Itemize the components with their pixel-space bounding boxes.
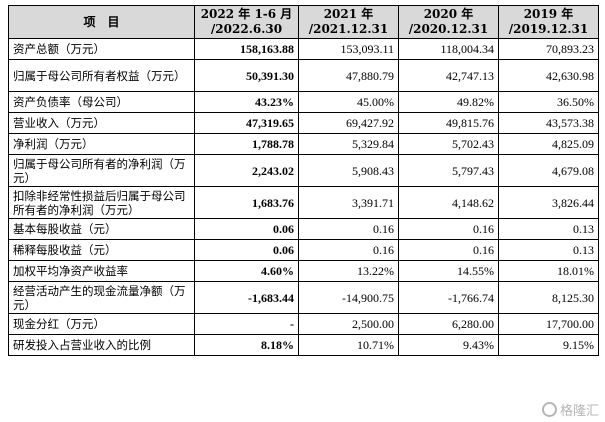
table-row: 归属于母公司所有者权益（万元） 50,391.30 47,880.79 42,747.… (8, 59, 599, 92)
row-label: 资产负债率（母公司） (8, 91, 195, 113)
cell-value: 2,243.02 (194, 154, 299, 187)
table-row: 研发投入占营业收入的比例 8.18% 10.71% 9.43% 9.15% (8, 334, 599, 356)
cell-value: 6,280.00 (398, 313, 499, 335)
cell-value: 9.43% (398, 334, 499, 356)
cell-value: 118,004.34 (398, 38, 499, 60)
cell-value: 36.50% (498, 91, 599, 113)
watermark-text: 格隆汇 (559, 404, 599, 419)
cell-value: 5,908.43 (298, 154, 399, 187)
row-label: 加权平均净资产收益率 (8, 260, 195, 282)
table-row: 净利润（万元） 1,788.78 5,329.84 5,702.43 4,825.09 (8, 133, 599, 155)
header-period-3: 2020 年/2020.12.31 (398, 5, 499, 39)
cell-value: 42,747.13 (398, 59, 499, 92)
gelonghui-logo-icon (541, 402, 557, 417)
header-period-4: 2019 年/2019.12.31 (498, 5, 599, 39)
table-row: 基本每股收益（元） 0.06 0.16 0.16 0.13 (8, 218, 599, 240)
cell-value: 49.82% (398, 91, 499, 113)
table-row: 资产总额（万元） 158,163.88 153,093.11 118,004.34 70… (8, 38, 599, 60)
table-body: 资产总额（万元） 158,163.88 153,093.11 118,004.34 70… (8, 38, 599, 356)
table-row: 归属于母公司所有者的净利润（万元） 2,243.02 5,908.43 5,797.4… (8, 154, 599, 187)
cell-value: 14.55% (398, 260, 499, 282)
cell-value: 3,826.44 (498, 186, 599, 219)
cell-value: 5,797.43 (398, 154, 499, 187)
cell-value: -1,766.74 (398, 281, 499, 314)
cell-value: -14,900.75 (298, 281, 399, 314)
cell-value: 5,702.43 (398, 133, 499, 155)
header-period-2: 2021 年/2021.12.31 (298, 5, 399, 39)
cell-value: 2,500.00 (298, 313, 399, 335)
cell-value: 13.22% (298, 260, 399, 282)
table-row: 现金分红（万元） -2,500.00 6,280.00 17,700.00 (8, 313, 599, 335)
cell-value: 158,163.88 (194, 38, 299, 60)
table-row: 扣除非经常性损益后归属于母公司所有者的净利润（万元） 1,683.76 3,391.… (8, 186, 599, 219)
cell-value: 0.16 (398, 218, 499, 240)
cell-value: 4,148.62 (398, 186, 499, 219)
cell-value: 1,683.76 (194, 186, 299, 219)
row-label: 归属于母公司所有者的净利润（万元） (8, 154, 195, 187)
row-label: 净利润（万元） (8, 133, 195, 155)
row-label: 经营活动产生的现金流量净额（万元） (8, 281, 195, 314)
cell-value: 69,427.92 (298, 112, 399, 134)
cell-value: 42,630.98 (498, 59, 599, 92)
cell-value: 1,788.78 (194, 133, 299, 155)
cell-value: 45.00% (298, 91, 399, 113)
cell-value: 18.01% (498, 260, 599, 282)
cell-value: 10.71% (298, 334, 399, 356)
cell-value: 4,679.08 (498, 154, 599, 187)
cell-value: 47,880.79 (298, 59, 399, 92)
cell-value: 4,825.09 (498, 133, 599, 155)
table-row: 加权平均净资产收益率 4.60% 13.22% 14.55% 18.01% (8, 260, 599, 282)
cell-value: 49,815.76 (398, 112, 499, 134)
table-row: 营业收入（万元） 47,319.65 69,427.92 49,815.76 43,57… (8, 112, 599, 134)
cell-value: 43.23% (194, 91, 299, 113)
cell-value: 47,319.65 (194, 112, 299, 134)
cell-value: 5,329.84 (298, 133, 399, 155)
header-period-1: 2022 年 1-6 月/2022.6.30 (194, 5, 299, 39)
cell-value: 4.60% (194, 260, 299, 282)
row-label: 稀释每股收益（元） (8, 239, 195, 261)
row-label: 归属于母公司所有者权益（万元） (8, 59, 195, 92)
row-label: 基本每股收益（元） (8, 218, 195, 240)
row-label: 资产总额（万元） (8, 38, 195, 60)
watermark: 格隆汇 (541, 400, 599, 419)
cell-value: 0.13 (498, 239, 599, 261)
cell-value: 0.16 (298, 239, 399, 261)
cell-value: 153,093.11 (298, 38, 399, 60)
cell-value: 3,391.71 (298, 186, 399, 219)
table-row: 资产负债率（母公司） 43.23% 45.00% 49.82% 36.50% (8, 91, 599, 113)
row-label: 营业收入（万元） (8, 112, 195, 134)
cell-value: 8.18% (194, 334, 299, 356)
cell-value: 70,893.23 (498, 38, 599, 60)
header-item: 项 目 (8, 5, 195, 39)
cell-value: 0.16 (298, 218, 399, 240)
cell-value: 50,391.30 (194, 59, 299, 92)
cell-value: 0.06 (194, 218, 299, 240)
cell-value: 8,125.30 (498, 281, 599, 314)
cell-value: 0.06 (194, 239, 299, 261)
cell-value: 17,700.00 (498, 313, 599, 335)
cell-value: 0.13 (498, 218, 599, 240)
table-header-row: 项 目 2022 年 1-6 月/2022.6.30 2021 年/2021.12.… (8, 5, 599, 39)
row-label: 研发投入占营业收入的比例 (8, 334, 195, 356)
financial-summary-table: 项 目 2022 年 1-6 月/2022.6.30 2021 年/2021.12.… (8, 5, 599, 356)
row-label: 现金分红（万元） (8, 313, 195, 335)
table-row: 经营活动产生的现金流量净额（万元） -1,683.44 -14,900.75 -1,7… (8, 281, 599, 314)
cell-value: 43,573.38 (498, 112, 599, 134)
cell-value: - (194, 313, 299, 335)
row-label: 扣除非经常性损益后归属于母公司所有者的净利润（万元） (8, 186, 195, 219)
cell-value: 9.15% (498, 334, 599, 356)
table-row: 稀释每股收益（元） 0.06 0.16 0.16 0.13 (8, 239, 599, 261)
cell-value: -1,683.44 (194, 281, 299, 314)
cell-value: 0.16 (398, 239, 499, 261)
